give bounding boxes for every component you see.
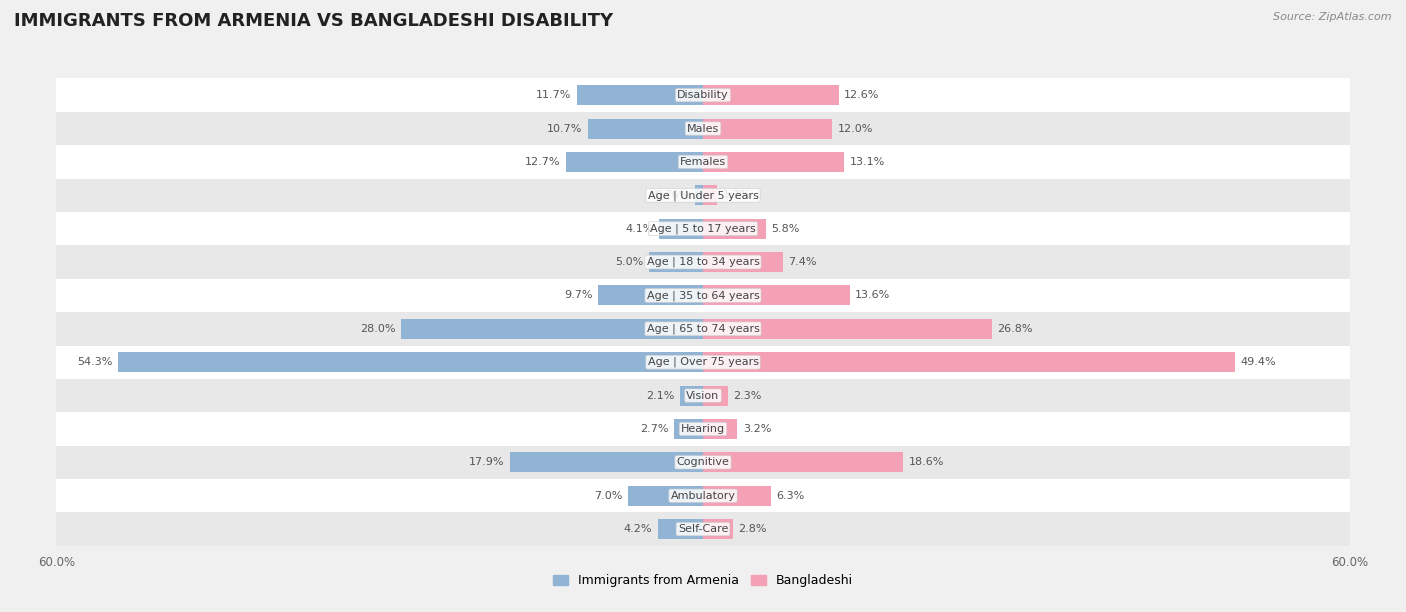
Bar bbox=[658, 519, 703, 539]
Bar bbox=[703, 119, 832, 138]
Bar bbox=[673, 419, 703, 439]
Text: Cognitive: Cognitive bbox=[676, 457, 730, 468]
Bar bbox=[510, 452, 703, 472]
Text: 3.2%: 3.2% bbox=[742, 424, 772, 434]
Bar bbox=[703, 185, 717, 205]
Bar bbox=[703, 386, 728, 406]
Bar bbox=[703, 486, 770, 506]
Bar bbox=[567, 152, 703, 172]
Text: Ambulatory: Ambulatory bbox=[671, 491, 735, 501]
Text: IMMIGRANTS FROM ARMENIA VS BANGLADESHI DISABILITY: IMMIGRANTS FROM ARMENIA VS BANGLADESHI D… bbox=[14, 12, 613, 30]
Text: 7.0%: 7.0% bbox=[593, 491, 621, 501]
Text: 0.76%: 0.76% bbox=[654, 190, 689, 200]
Text: 6.3%: 6.3% bbox=[776, 491, 804, 501]
Text: Disability: Disability bbox=[678, 90, 728, 100]
Bar bbox=[703, 85, 839, 105]
Bar bbox=[118, 352, 703, 372]
Text: 28.0%: 28.0% bbox=[360, 324, 396, 334]
Bar bbox=[56, 212, 1350, 245]
Bar bbox=[56, 145, 1350, 179]
Text: 49.4%: 49.4% bbox=[1241, 357, 1277, 367]
Text: Age | 35 to 64 years: Age | 35 to 64 years bbox=[647, 290, 759, 300]
Text: 1.3%: 1.3% bbox=[723, 190, 751, 200]
Text: Age | 5 to 17 years: Age | 5 to 17 years bbox=[650, 223, 756, 234]
Text: 12.7%: 12.7% bbox=[526, 157, 561, 167]
Bar bbox=[627, 486, 703, 506]
Text: 5.0%: 5.0% bbox=[616, 257, 644, 267]
Text: 4.2%: 4.2% bbox=[624, 524, 652, 534]
Text: 2.7%: 2.7% bbox=[640, 424, 668, 434]
Text: 54.3%: 54.3% bbox=[77, 357, 112, 367]
Text: 18.6%: 18.6% bbox=[908, 457, 945, 468]
Text: 11.7%: 11.7% bbox=[536, 90, 571, 100]
Bar bbox=[703, 519, 733, 539]
Text: Age | Under 5 years: Age | Under 5 years bbox=[648, 190, 758, 201]
Text: 13.1%: 13.1% bbox=[849, 157, 884, 167]
Text: Vision: Vision bbox=[686, 390, 720, 401]
Text: 7.4%: 7.4% bbox=[789, 257, 817, 267]
Bar bbox=[401, 319, 703, 339]
Text: 2.8%: 2.8% bbox=[738, 524, 768, 534]
Text: Self-Care: Self-Care bbox=[678, 524, 728, 534]
Bar bbox=[703, 218, 765, 239]
Bar bbox=[56, 446, 1350, 479]
Bar bbox=[56, 245, 1350, 278]
Bar bbox=[588, 119, 703, 138]
Text: 2.1%: 2.1% bbox=[647, 390, 675, 401]
Bar bbox=[695, 185, 703, 205]
Bar bbox=[56, 78, 1350, 112]
Text: Males: Males bbox=[688, 124, 718, 133]
Bar bbox=[703, 152, 844, 172]
Text: 9.7%: 9.7% bbox=[565, 291, 593, 300]
Bar bbox=[703, 285, 849, 305]
Bar bbox=[703, 252, 783, 272]
Bar bbox=[56, 346, 1350, 379]
Bar bbox=[56, 379, 1350, 412]
Text: 12.0%: 12.0% bbox=[838, 124, 873, 133]
Legend: Immigrants from Armenia, Bangladeshi: Immigrants from Armenia, Bangladeshi bbox=[548, 569, 858, 592]
Text: Age | 65 to 74 years: Age | 65 to 74 years bbox=[647, 324, 759, 334]
Bar bbox=[56, 479, 1350, 512]
Bar bbox=[703, 419, 738, 439]
Text: Hearing: Hearing bbox=[681, 424, 725, 434]
Text: Source: ZipAtlas.com: Source: ZipAtlas.com bbox=[1274, 12, 1392, 22]
Bar bbox=[56, 312, 1350, 346]
Bar bbox=[56, 412, 1350, 446]
Text: 5.8%: 5.8% bbox=[770, 223, 799, 234]
Text: Age | 18 to 34 years: Age | 18 to 34 years bbox=[647, 257, 759, 267]
Bar bbox=[681, 386, 703, 406]
Bar bbox=[56, 512, 1350, 546]
Text: 4.1%: 4.1% bbox=[626, 223, 654, 234]
Bar bbox=[576, 85, 703, 105]
Bar bbox=[703, 452, 904, 472]
Text: 13.6%: 13.6% bbox=[855, 291, 890, 300]
Text: 26.8%: 26.8% bbox=[997, 324, 1033, 334]
Bar bbox=[56, 278, 1350, 312]
Text: 12.6%: 12.6% bbox=[844, 90, 880, 100]
Bar bbox=[650, 252, 703, 272]
Bar bbox=[56, 179, 1350, 212]
Bar bbox=[703, 352, 1236, 372]
Bar bbox=[599, 285, 703, 305]
Text: Females: Females bbox=[681, 157, 725, 167]
Bar bbox=[703, 319, 991, 339]
Text: 17.9%: 17.9% bbox=[470, 457, 505, 468]
Text: 10.7%: 10.7% bbox=[547, 124, 582, 133]
Bar bbox=[56, 112, 1350, 145]
Text: 2.3%: 2.3% bbox=[733, 390, 762, 401]
Bar bbox=[659, 218, 703, 239]
Text: Age | Over 75 years: Age | Over 75 years bbox=[648, 357, 758, 367]
